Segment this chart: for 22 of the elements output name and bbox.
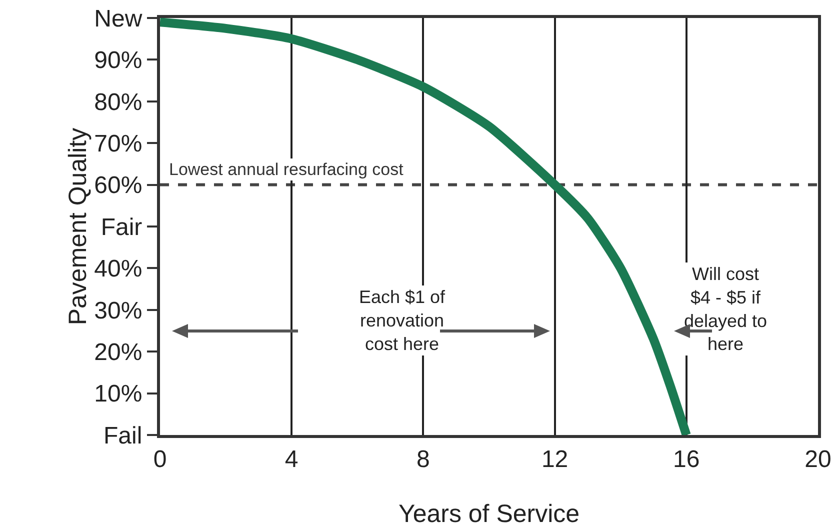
y-tick-label: Fail — [104, 422, 142, 450]
x-tick-label: 8 — [416, 446, 430, 473]
x-tick-label: 0 — [153, 446, 167, 473]
y-tick-label: 30% — [94, 297, 142, 324]
y-tick-label: 70% — [94, 130, 142, 158]
x-tick-label: 4 — [284, 446, 298, 473]
y-tick-label: 90% — [94, 47, 142, 74]
y-axis-title: Pavement Quality — [64, 127, 92, 326]
y-tick-label: 20% — [94, 339, 142, 366]
y-tick-label: 40% — [94, 256, 142, 283]
annotation: Will cost $4 - $5 if delayed to here — [684, 264, 768, 354]
x-tick-label: 12 — [541, 446, 568, 473]
y-tick-label: 10% — [94, 380, 142, 408]
x-axis-title: Years of Service — [398, 500, 580, 528]
y-tick-label: 60% — [94, 172, 142, 200]
y-tick-label: New — [94, 5, 143, 32]
x-tick-label: 16 — [673, 446, 700, 473]
x-tick-label: 20 — [804, 446, 832, 473]
y-tick-label: 80% — [94, 88, 142, 116]
y-tick-label: Fair — [100, 214, 142, 241]
ref-line-label: Lowest annual resurfacing cost — [169, 160, 404, 179]
annotation: Each $1 of renovation cost here — [359, 287, 446, 354]
